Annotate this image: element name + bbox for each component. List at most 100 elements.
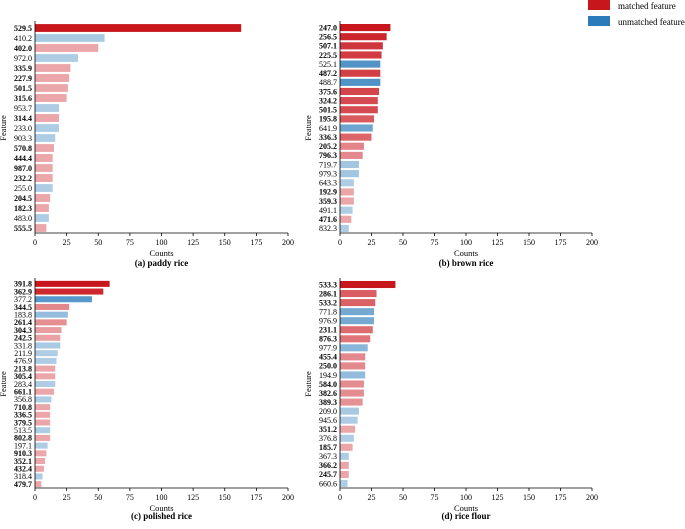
bar [35,204,49,212]
category-label: 331.8 [14,341,32,350]
bar [340,106,378,114]
category-label: 209.0 [319,407,337,416]
x-axis-label: Counts [454,503,478,513]
category-label: 389.3 [319,398,337,407]
category-label: 487.2 [319,69,337,78]
category-label: 286.1 [319,289,337,298]
category-label: 247.0 [319,23,337,32]
category-label: 525.1 [319,60,337,69]
category-label: 570.8 [14,144,32,153]
bar [35,44,99,52]
category-label: 315.6 [14,94,32,103]
category-label: 227.9 [14,74,32,83]
category-label: 197.1 [14,441,32,450]
bar [340,87,380,96]
bar [340,434,354,442]
category-label: 336.3 [319,133,337,142]
bar [340,51,382,59]
bar [340,317,375,325]
category-label: 192.9 [319,188,337,197]
category-label: 336.5 [14,411,32,420]
bar [340,425,356,433]
bar [35,481,42,488]
x-axis-label: Counts [149,248,173,258]
bar [35,373,56,380]
category-label: 242.5 [14,334,32,343]
category-label: 256.5 [319,33,337,42]
bar [35,396,52,403]
bar [35,134,56,142]
bar [35,94,67,102]
bar [340,290,377,298]
x-tick-label: 25 [368,238,376,247]
bar [340,170,359,178]
bar [340,24,391,32]
bar [340,78,381,86]
category-label: 314.4 [14,114,32,123]
bar [35,411,51,418]
bar [340,124,373,132]
bar [35,434,51,441]
category-label: 501.5 [319,106,337,115]
x-tick-label: 0 [338,493,342,502]
bar [35,84,68,92]
category-label: 211.9 [14,349,32,358]
bar [35,311,68,318]
x-tick-label: 25 [63,493,71,502]
category-label: 324.2 [319,96,337,105]
category-label: 876.3 [319,335,337,344]
bar [340,443,353,451]
bar [340,470,349,478]
category-label: 977.9 [319,344,337,353]
bar [340,142,364,150]
bar [35,104,60,112]
bar [35,450,47,457]
bar [340,326,373,334]
bar [340,308,375,316]
category-label: 359.3 [319,197,337,206]
x-tick-label: 25 [63,238,71,247]
bar [35,24,242,32]
category-label: 195.8 [319,115,337,124]
bar [340,33,387,41]
bar [35,388,54,395]
bar [340,335,371,343]
x-tick-label: 50 [94,493,102,502]
category-label: 476.9 [14,357,32,366]
panel-caption: (c) polished rice [131,511,192,521]
x-tick-label: 200 [586,493,598,502]
category-label: 205.2 [319,142,337,151]
bar [340,362,366,370]
category-label: 377.2 [14,295,32,304]
category-label: 204.5 [14,194,32,203]
x-axis-label: Counts [149,503,173,513]
bar [340,452,349,460]
category-label: 231.1 [319,326,337,335]
category-label: 796.3 [319,151,337,160]
category-label: 182.3 [14,204,32,213]
category-label: 255.0 [14,184,32,193]
x-axis-label: Counts [454,248,478,258]
bar [35,224,47,232]
category-label: 455.4 [319,353,337,362]
bar [340,206,353,214]
bar [340,344,368,352]
x-tick-label: 0 [33,238,37,247]
bar [340,197,354,205]
category-label: 832.3 [319,224,337,233]
bar [340,151,363,159]
bar [340,371,366,379]
category-label: 507.1 [319,42,337,51]
category-label: 391.8 [14,280,32,289]
x-tick-label: 75 [431,238,439,247]
x-tick-label: 200 [586,238,598,247]
x-tick-label: 175 [555,238,567,247]
bar [340,133,372,141]
category-label: 710.8 [14,403,32,412]
category-label: 483.0 [14,214,32,223]
x-tick-label: 175 [555,493,567,502]
bar [35,124,60,132]
category-label: 245.7 [319,470,337,479]
category-label: 318.4 [14,472,32,481]
x-tick-label: 100 [460,238,472,247]
